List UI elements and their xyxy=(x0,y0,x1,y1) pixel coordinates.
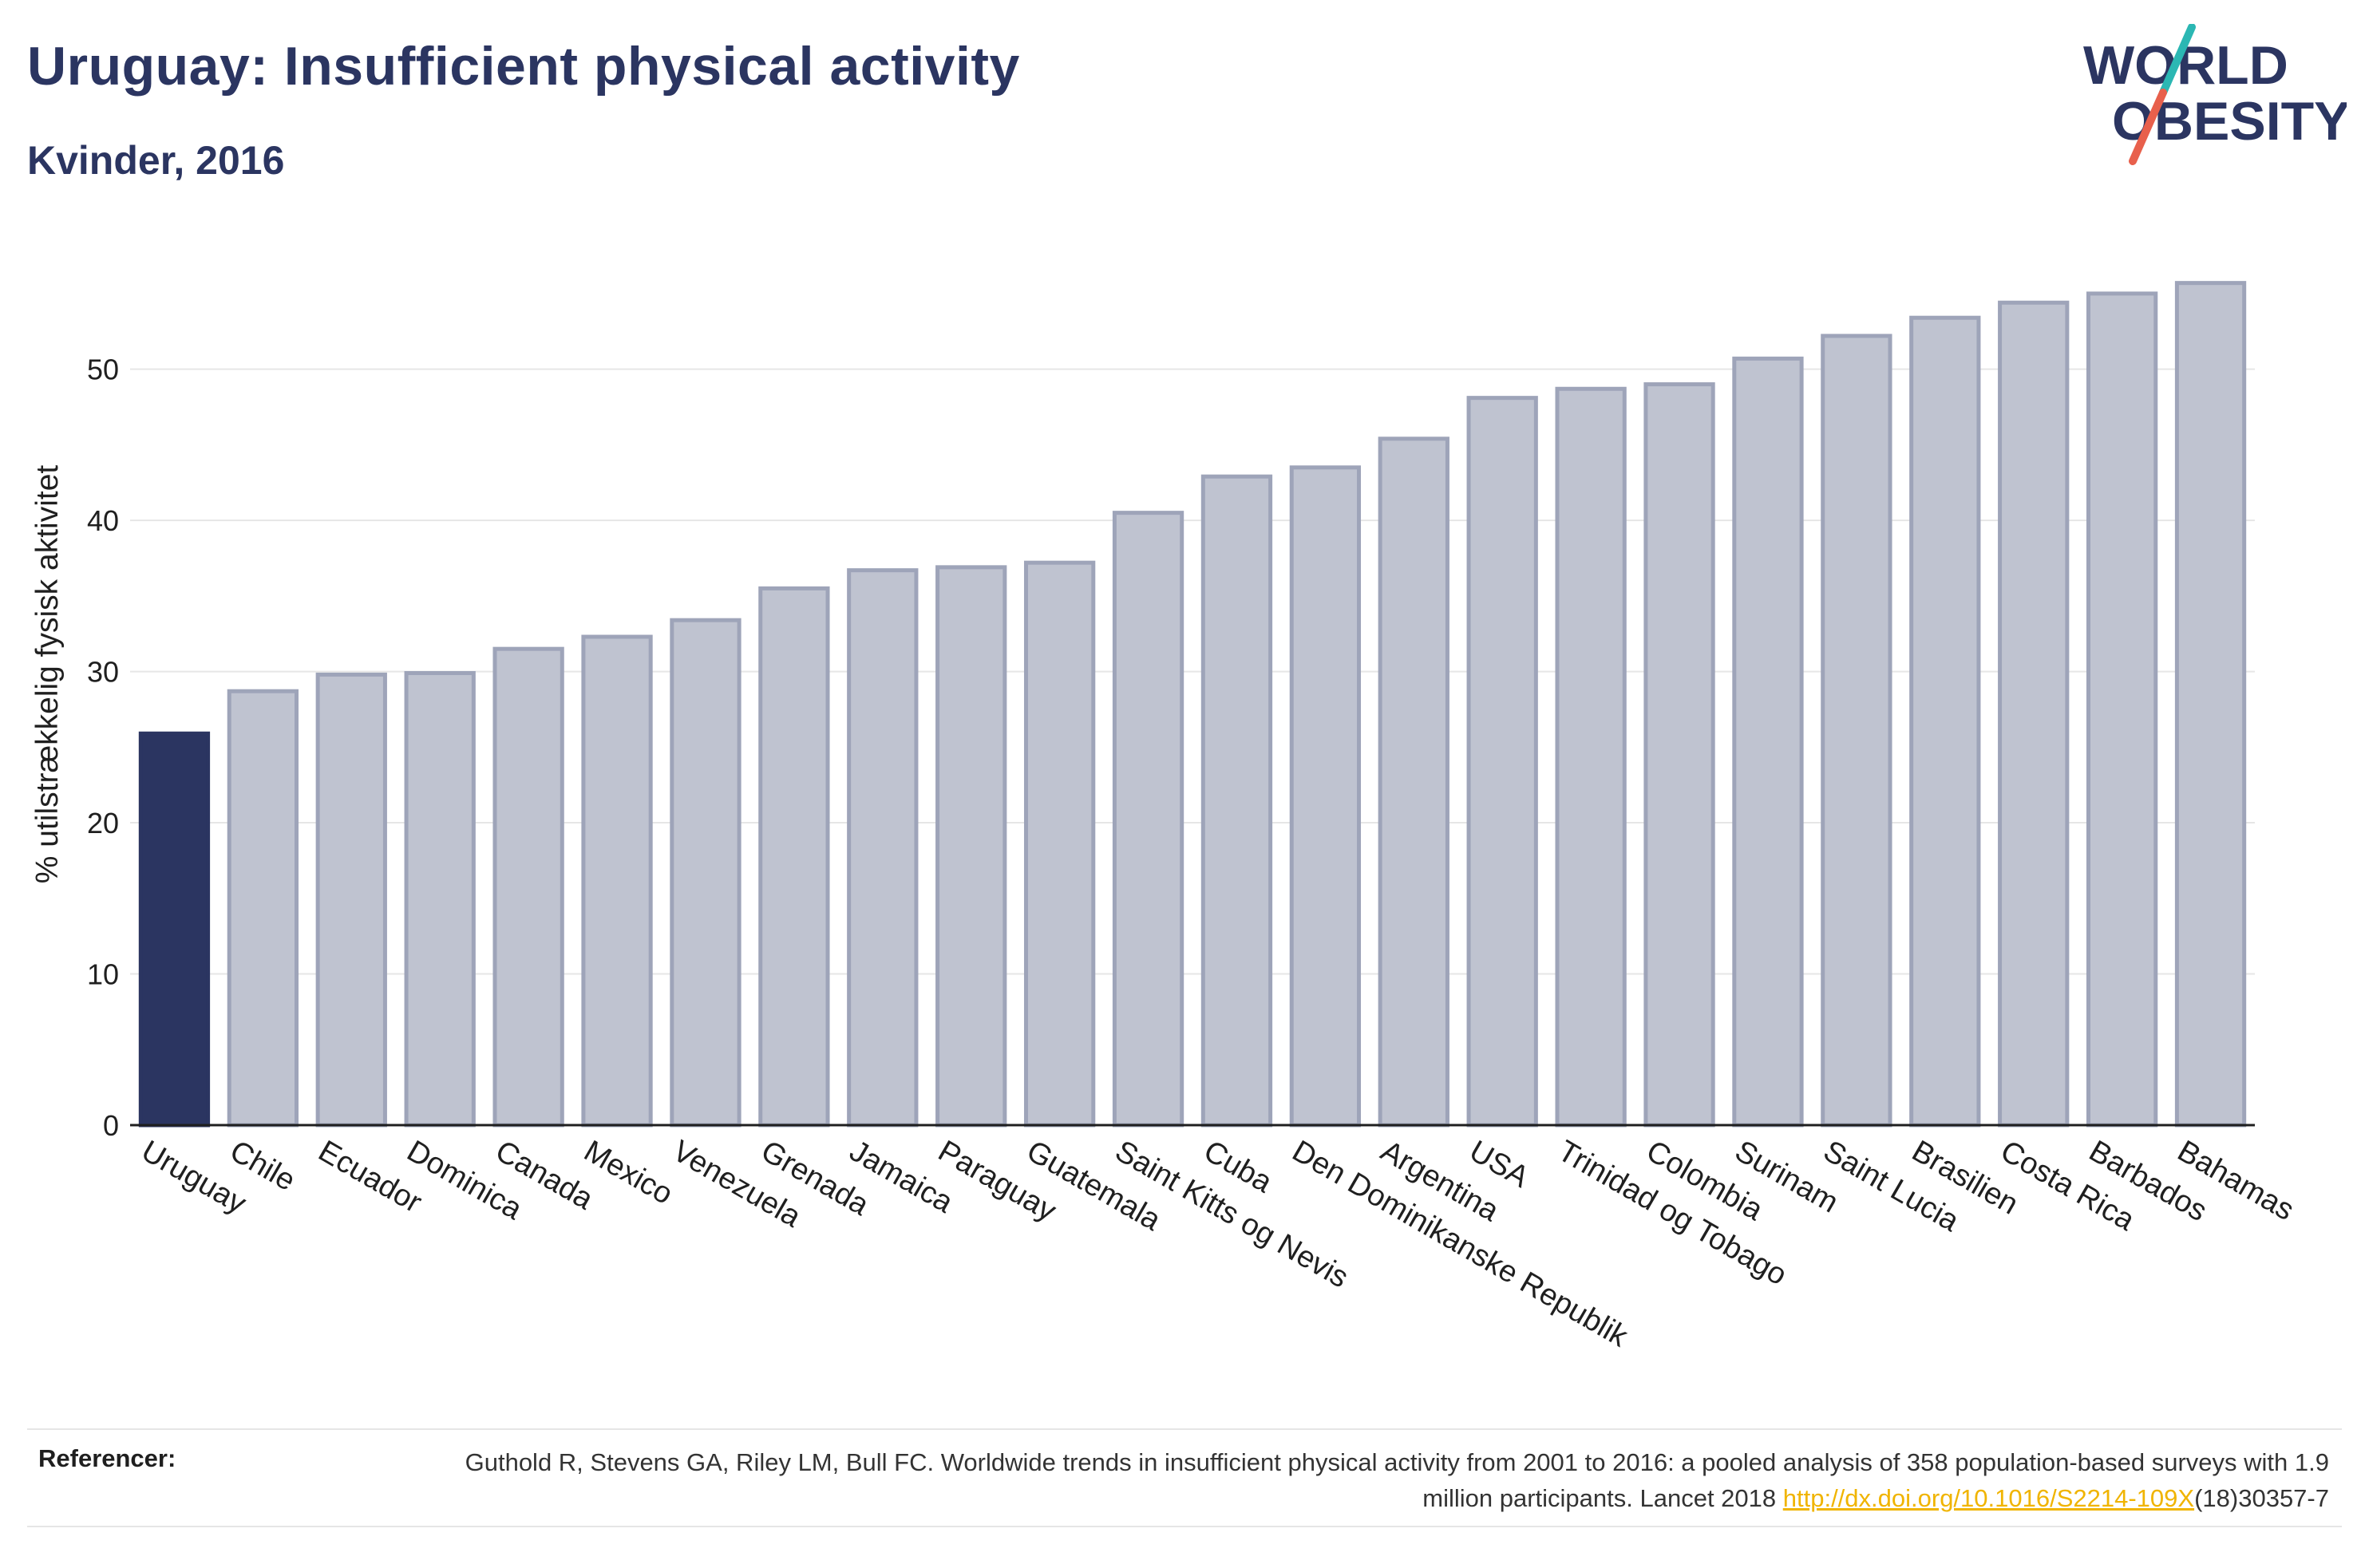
bar-usa xyxy=(1466,396,1538,1128)
bar-mexico xyxy=(581,634,653,1128)
bar-saint-kitts-og-nevis xyxy=(1112,511,1184,1128)
bar-guatemala xyxy=(1023,560,1096,1128)
grid-lines xyxy=(130,368,2255,975)
y-tick-label: 10 xyxy=(87,958,119,991)
bar-dominica xyxy=(404,670,476,1128)
y-tick-label: 30 xyxy=(87,656,119,689)
bar-cuba xyxy=(1200,474,1273,1128)
bar-barbados xyxy=(2086,291,2158,1128)
y-tick-label: 50 xyxy=(87,353,119,386)
y-tick-label: 20 xyxy=(87,807,119,839)
bar-trinidad-og-tobago xyxy=(1555,386,1627,1128)
bar-grenada xyxy=(758,586,830,1128)
logo-slash-bottom xyxy=(2129,89,2167,165)
bar-saint-lucia xyxy=(1821,334,1892,1128)
bar-colombia xyxy=(1643,382,1715,1128)
bars xyxy=(138,281,2247,1128)
bar-ecuador xyxy=(315,672,387,1128)
references-label: Referencer: xyxy=(38,1444,176,1472)
bar-den-dominikanske-republik xyxy=(1289,465,1362,1128)
bar-chile xyxy=(227,689,299,1128)
chart-subtitle: Kvinder, 2016 xyxy=(27,138,285,183)
footer-divider-bottom xyxy=(27,1526,2342,1527)
y-tick-label: 40 xyxy=(87,504,119,537)
bar-bahamas xyxy=(2174,281,2247,1128)
references-text: Guthold R, Stevens GA, Riley LM, Bull FC… xyxy=(413,1444,2329,1516)
footer-divider-top xyxy=(27,1428,2342,1430)
bar-paraguay xyxy=(935,565,1007,1128)
y-axis-label: % utilstrækkelig fysisk aktivitet xyxy=(30,465,65,884)
bar-argentina xyxy=(1378,436,1449,1128)
bar-canada xyxy=(492,646,564,1128)
y-tick-label: 0 xyxy=(103,1109,119,1142)
x-tick-label: Mexico xyxy=(579,1134,678,1211)
reference-citation-suffix: (18)30357-7 xyxy=(2194,1484,2329,1512)
bar-brasilien xyxy=(1909,315,1981,1128)
logo-slash-top xyxy=(2159,24,2196,97)
bar-costa-rica xyxy=(1998,300,2070,1128)
bar-surinam xyxy=(1732,356,1804,1128)
y-tick-labels: 0 10 20 30 40 50 xyxy=(87,353,119,1142)
bar-venezuela xyxy=(670,618,742,1128)
reference-citation: Guthold R, Stevens GA, Riley LM, Bull FC… xyxy=(465,1448,2329,1512)
world-obesity-logo: WORLD OBESITY xyxy=(2083,24,2347,165)
bar-uruguay xyxy=(138,731,211,1128)
reference-doi-link[interactable]: http://dx.doi.org/10.1016/S2214-109X xyxy=(1782,1484,2195,1512)
chart-title: Uruguay: Insufficient physical activity xyxy=(27,36,1020,97)
bar-jamaica xyxy=(847,568,919,1128)
